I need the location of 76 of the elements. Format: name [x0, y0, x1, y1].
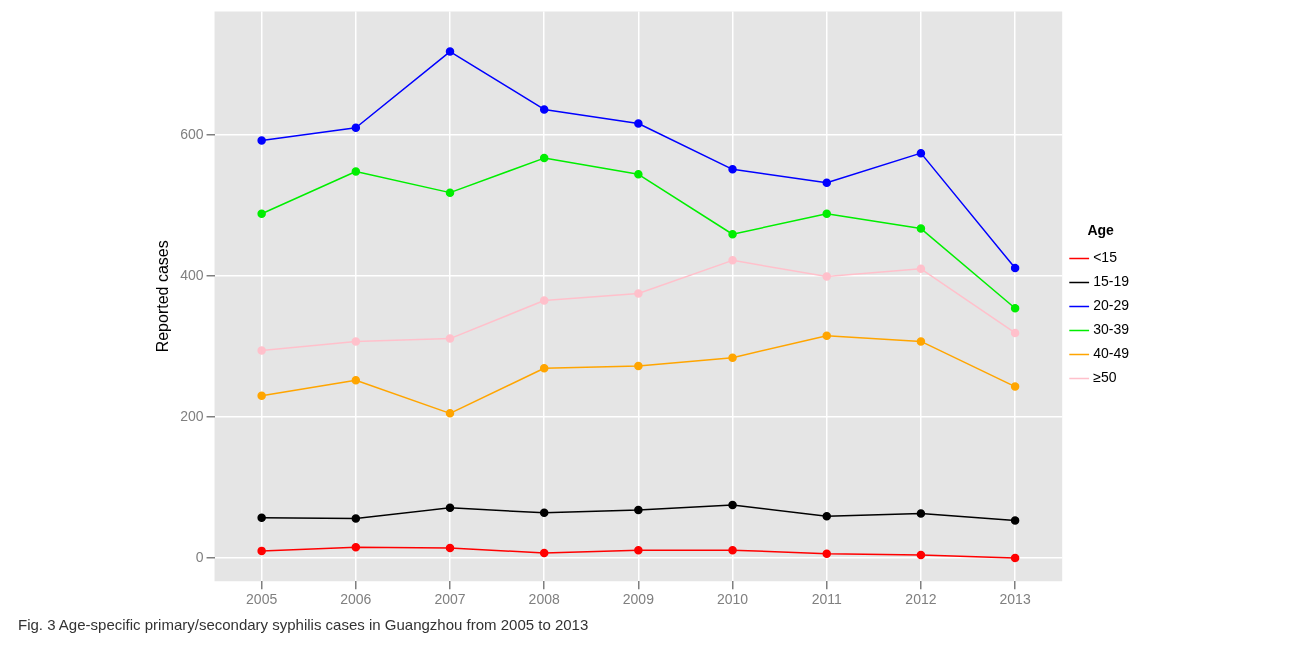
legend-title: Age	[1087, 222, 1115, 239]
point	[822, 209, 831, 219]
point	[351, 375, 361, 385]
y-axis-title: Reported cases	[154, 240, 172, 353]
caption: Fig. 3 Age-specific primary/secondary syphilis cases in Guangzhou from 2005 to 2013	[18, 616, 590, 633]
x-tick-label: 2006	[340, 591, 372, 608]
point	[822, 549, 831, 558]
point	[257, 546, 266, 556]
point	[916, 224, 926, 233]
y-tick-label: 0	[195, 548, 204, 565]
point	[257, 136, 266, 145]
point	[445, 543, 455, 553]
point	[822, 178, 831, 188]
point	[1010, 263, 1020, 273]
point	[445, 47, 455, 56]
x-tick-label: 2012	[905, 591, 937, 608]
point	[728, 353, 737, 362]
point	[634, 545, 643, 555]
point	[351, 337, 361, 346]
point	[916, 148, 926, 158]
point	[634, 361, 643, 371]
point	[445, 188, 455, 197]
point	[822, 331, 831, 341]
legend-label: <15	[1093, 249, 1118, 266]
point	[257, 391, 266, 400]
point	[1010, 304, 1020, 313]
legend-label: 30-39	[1093, 321, 1130, 338]
legend-label: 15-19	[1093, 273, 1130, 290]
point	[539, 105, 549, 114]
point	[822, 512, 831, 521]
x-tick-label: 2008	[528, 591, 560, 608]
legend-label: ≥50	[1093, 369, 1117, 386]
point	[728, 545, 737, 555]
point	[728, 500, 737, 510]
point	[539, 363, 549, 373]
point	[539, 153, 549, 163]
x-tick-label: 2011	[811, 591, 842, 608]
point	[822, 272, 831, 281]
point	[634, 119, 643, 128]
point	[916, 337, 926, 346]
point	[634, 289, 643, 298]
point	[539, 296, 549, 305]
x-tick-label: 2005	[246, 591, 278, 608]
point	[728, 229, 737, 239]
point	[1010, 382, 1020, 391]
point	[351, 167, 361, 176]
x-tick-label: 2010	[716, 591, 749, 608]
x-tick-label: 2009	[622, 591, 655, 608]
point	[445, 503, 455, 513]
point	[351, 514, 361, 523]
point	[257, 209, 266, 219]
point	[634, 170, 643, 179]
x-tick-label: 2007	[434, 591, 466, 608]
x-tick-label: 2013	[999, 591, 1031, 608]
point	[916, 509, 926, 518]
point	[728, 256, 737, 265]
y-tick-label: 200	[180, 407, 204, 424]
point	[634, 505, 643, 515]
y-tick-label: 400	[180, 266, 204, 283]
point	[916, 550, 926, 560]
point	[351, 543, 361, 552]
y-tick-label: 600	[180, 125, 204, 142]
point	[1010, 328, 1020, 338]
legend-label: 40-49	[1093, 345, 1130, 362]
point	[1010, 553, 1020, 563]
legend-label: 20-29	[1093, 297, 1130, 314]
point	[916, 264, 926, 274]
point	[539, 508, 549, 518]
point	[445, 334, 455, 343]
point	[445, 409, 455, 418]
point	[539, 548, 549, 558]
point	[351, 123, 361, 133]
point	[257, 346, 266, 355]
point	[728, 165, 737, 174]
point	[257, 513, 266, 522]
point	[1010, 516, 1020, 525]
